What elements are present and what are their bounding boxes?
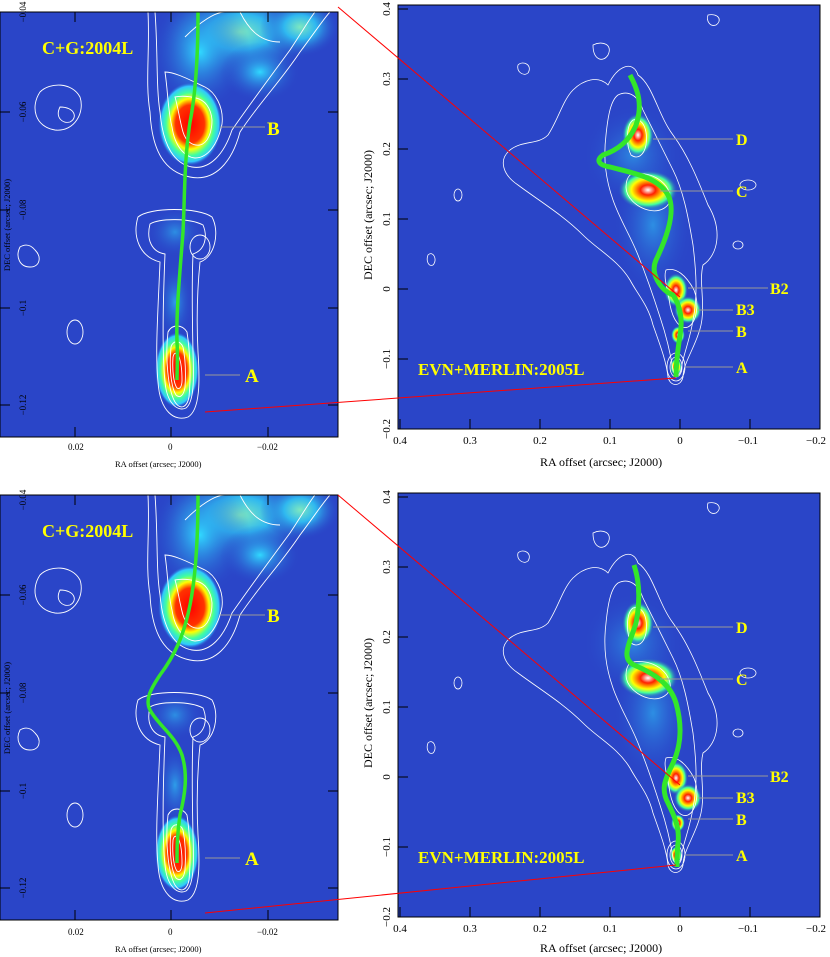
component-label-a: A	[736, 360, 748, 377]
left-x-tick: 0	[168, 442, 173, 452]
row-1: C+G:2004L B A 0.02 0 −0.02 RA offset (ar…	[0, 1, 826, 469]
right-y-tick: 0.1	[381, 212, 393, 226]
right-y-tick: −0.1	[381, 837, 393, 857]
right-x-tick: 0.3	[463, 923, 477, 935]
component-label-c: C	[736, 184, 748, 201]
connector-line-bottom	[204, 377, 677, 413]
left-x-tick: 0.02	[68, 927, 84, 937]
left-y-tick: −0.08	[18, 199, 28, 220]
component-label-d: D	[736, 132, 748, 149]
component-label-b3: B3	[736, 790, 755, 807]
left-x-tick-labels: 0.02 0 −0.02	[68, 442, 278, 452]
right-x-tick: 0.2	[533, 435, 547, 447]
left-y-tick-labels: −0.04 −0.06 −0.08 −0.1 −0.12	[18, 1, 28, 415]
right-y-tick: 0.4	[381, 490, 393, 504]
right-y-tick-labels: 0.4 0.3 0.2 0.1 0 −0.1 −0.2	[381, 2, 393, 439]
component-label-b: B	[267, 606, 280, 627]
right-y-tick: 0	[381, 286, 393, 292]
left-x-tick: −0.02	[257, 442, 278, 452]
left-x-tick: −0.02	[257, 927, 278, 937]
right-panel-map: EVN+MERLIN:2005L D C B2 B3 B A	[397, 492, 821, 918]
right-x-tick-labels: 0.4 0.3 0.2 0.1 0 −0.1 −0.2	[393, 435, 826, 447]
jet-path	[146, 494, 200, 864]
right-x-tick: 0.3	[463, 435, 477, 447]
right-panel-map: EVN+MERLIN:2005L D C B2 B3 B A	[397, 4, 821, 430]
left-y-tick-labels: −0.04 −0.06 −0.08 −0.1 −0.12	[18, 489, 28, 898]
left-panel-map: C+G:2004L B A	[0, 11, 339, 438]
left-y-tick: −0.06	[18, 101, 28, 122]
jet-path	[624, 564, 683, 868]
row-2: C+G:2004L B A 0.02 0 −0.02 RA offset (ar…	[0, 489, 826, 955]
right-panel-title: EVN+MERLIN:2005L	[418, 848, 584, 867]
left-x-tick-labels: 0.02 0 −0.02	[68, 927, 278, 937]
left-y-axis-label: DEC offset (arcsec; J2000)	[2, 179, 12, 271]
jet-path	[175, 11, 200, 381]
component-label-b: B	[736, 324, 747, 341]
connector-line-top	[337, 494, 681, 786]
left-x-axis-label: RA offset (arcsec; J2000)	[115, 459, 202, 469]
right-x-tick: 0	[677, 923, 683, 935]
jet-path	[596, 73, 684, 378]
left-x-tick: 0.02	[68, 442, 84, 452]
left-y-axis-label: DEC offset (arcsec; J2000)	[2, 662, 12, 754]
left-panel-title: C+G:2004L	[42, 38, 133, 58]
right-y-tick: 0.3	[381, 560, 393, 574]
right-y-tick: 0	[381, 774, 393, 780]
right-y-tick: 0.2	[381, 630, 393, 644]
component-label-d: D	[736, 620, 748, 637]
right-y-tick: 0.2	[381, 142, 393, 156]
component-label-c: C	[736, 672, 748, 689]
right-y-axis-label: DEC offset (arcsec; J2000)	[361, 638, 375, 768]
right-x-tick: 0	[677, 435, 683, 447]
left-y-tick: −0.1	[18, 783, 28, 799]
connector-line-top	[337, 6, 681, 298]
right-x-tick: −0.1	[738, 923, 758, 935]
right-x-tick: 0.4	[393, 923, 407, 935]
right-x-tick: 0.1	[603, 923, 617, 935]
right-y-tick: −0.1	[381, 349, 393, 369]
right-x-tick: 0.1	[603, 435, 617, 447]
right-y-tick: 0.1	[381, 700, 393, 714]
component-label-b: B	[267, 119, 280, 140]
right-x-axis-label: RA offset (arcsec; J2000)	[540, 941, 662, 955]
right-y-tick-labels: 0.4 0.3 0.2 0.1 0 −0.1 −0.2	[381, 490, 393, 927]
component-label-a: A	[245, 849, 259, 870]
right-y-tick: −0.2	[381, 419, 393, 439]
component-label-b2: B2	[770, 281, 789, 298]
right-y-tick: 0.4	[381, 2, 393, 16]
right-x-tick: −0.2	[806, 923, 826, 935]
left-panel-title: C+G:2004L	[42, 521, 133, 541]
right-x-tick: 0.2	[533, 923, 547, 935]
right-x-tick-labels: 0.4 0.3 0.2 0.1 0 −0.1 −0.2	[393, 923, 826, 935]
right-y-axis-label: DEC offset (arcsec; J2000)	[361, 150, 375, 280]
left-x-axis-label: RA offset (arcsec; J2000)	[115, 944, 202, 954]
component-label-a: A	[245, 366, 259, 387]
component-label-b3: B3	[736, 302, 755, 319]
right-x-axis-label: RA offset (arcsec; J2000)	[540, 455, 662, 469]
left-y-tick: −0.12	[18, 395, 28, 416]
left-y-tick: −0.06	[18, 584, 28, 605]
right-y-tick: −0.2	[381, 907, 393, 927]
left-y-tick: −0.04	[18, 1, 28, 22]
right-y-tick: 0.3	[381, 72, 393, 86]
left-x-tick: 0	[168, 927, 173, 937]
right-x-tick: 0.4	[393, 435, 407, 447]
right-x-tick: −0.2	[806, 435, 826, 447]
component-label-b: B	[736, 812, 747, 829]
left-y-tick: −0.08	[18, 682, 28, 703]
component-label-a: A	[736, 848, 748, 865]
left-y-tick: −0.12	[18, 878, 28, 899]
right-panel-title: EVN+MERLIN:2005L	[418, 360, 584, 379]
right-x-tick: −0.1	[738, 435, 758, 447]
component-label-b2: B2	[770, 769, 789, 786]
left-y-tick: −0.04	[18, 489, 28, 510]
left-y-tick: −0.1	[18, 300, 28, 316]
connector-line-bottom	[204, 864, 677, 914]
left-panel-map: C+G:2004L B A	[0, 494, 339, 921]
